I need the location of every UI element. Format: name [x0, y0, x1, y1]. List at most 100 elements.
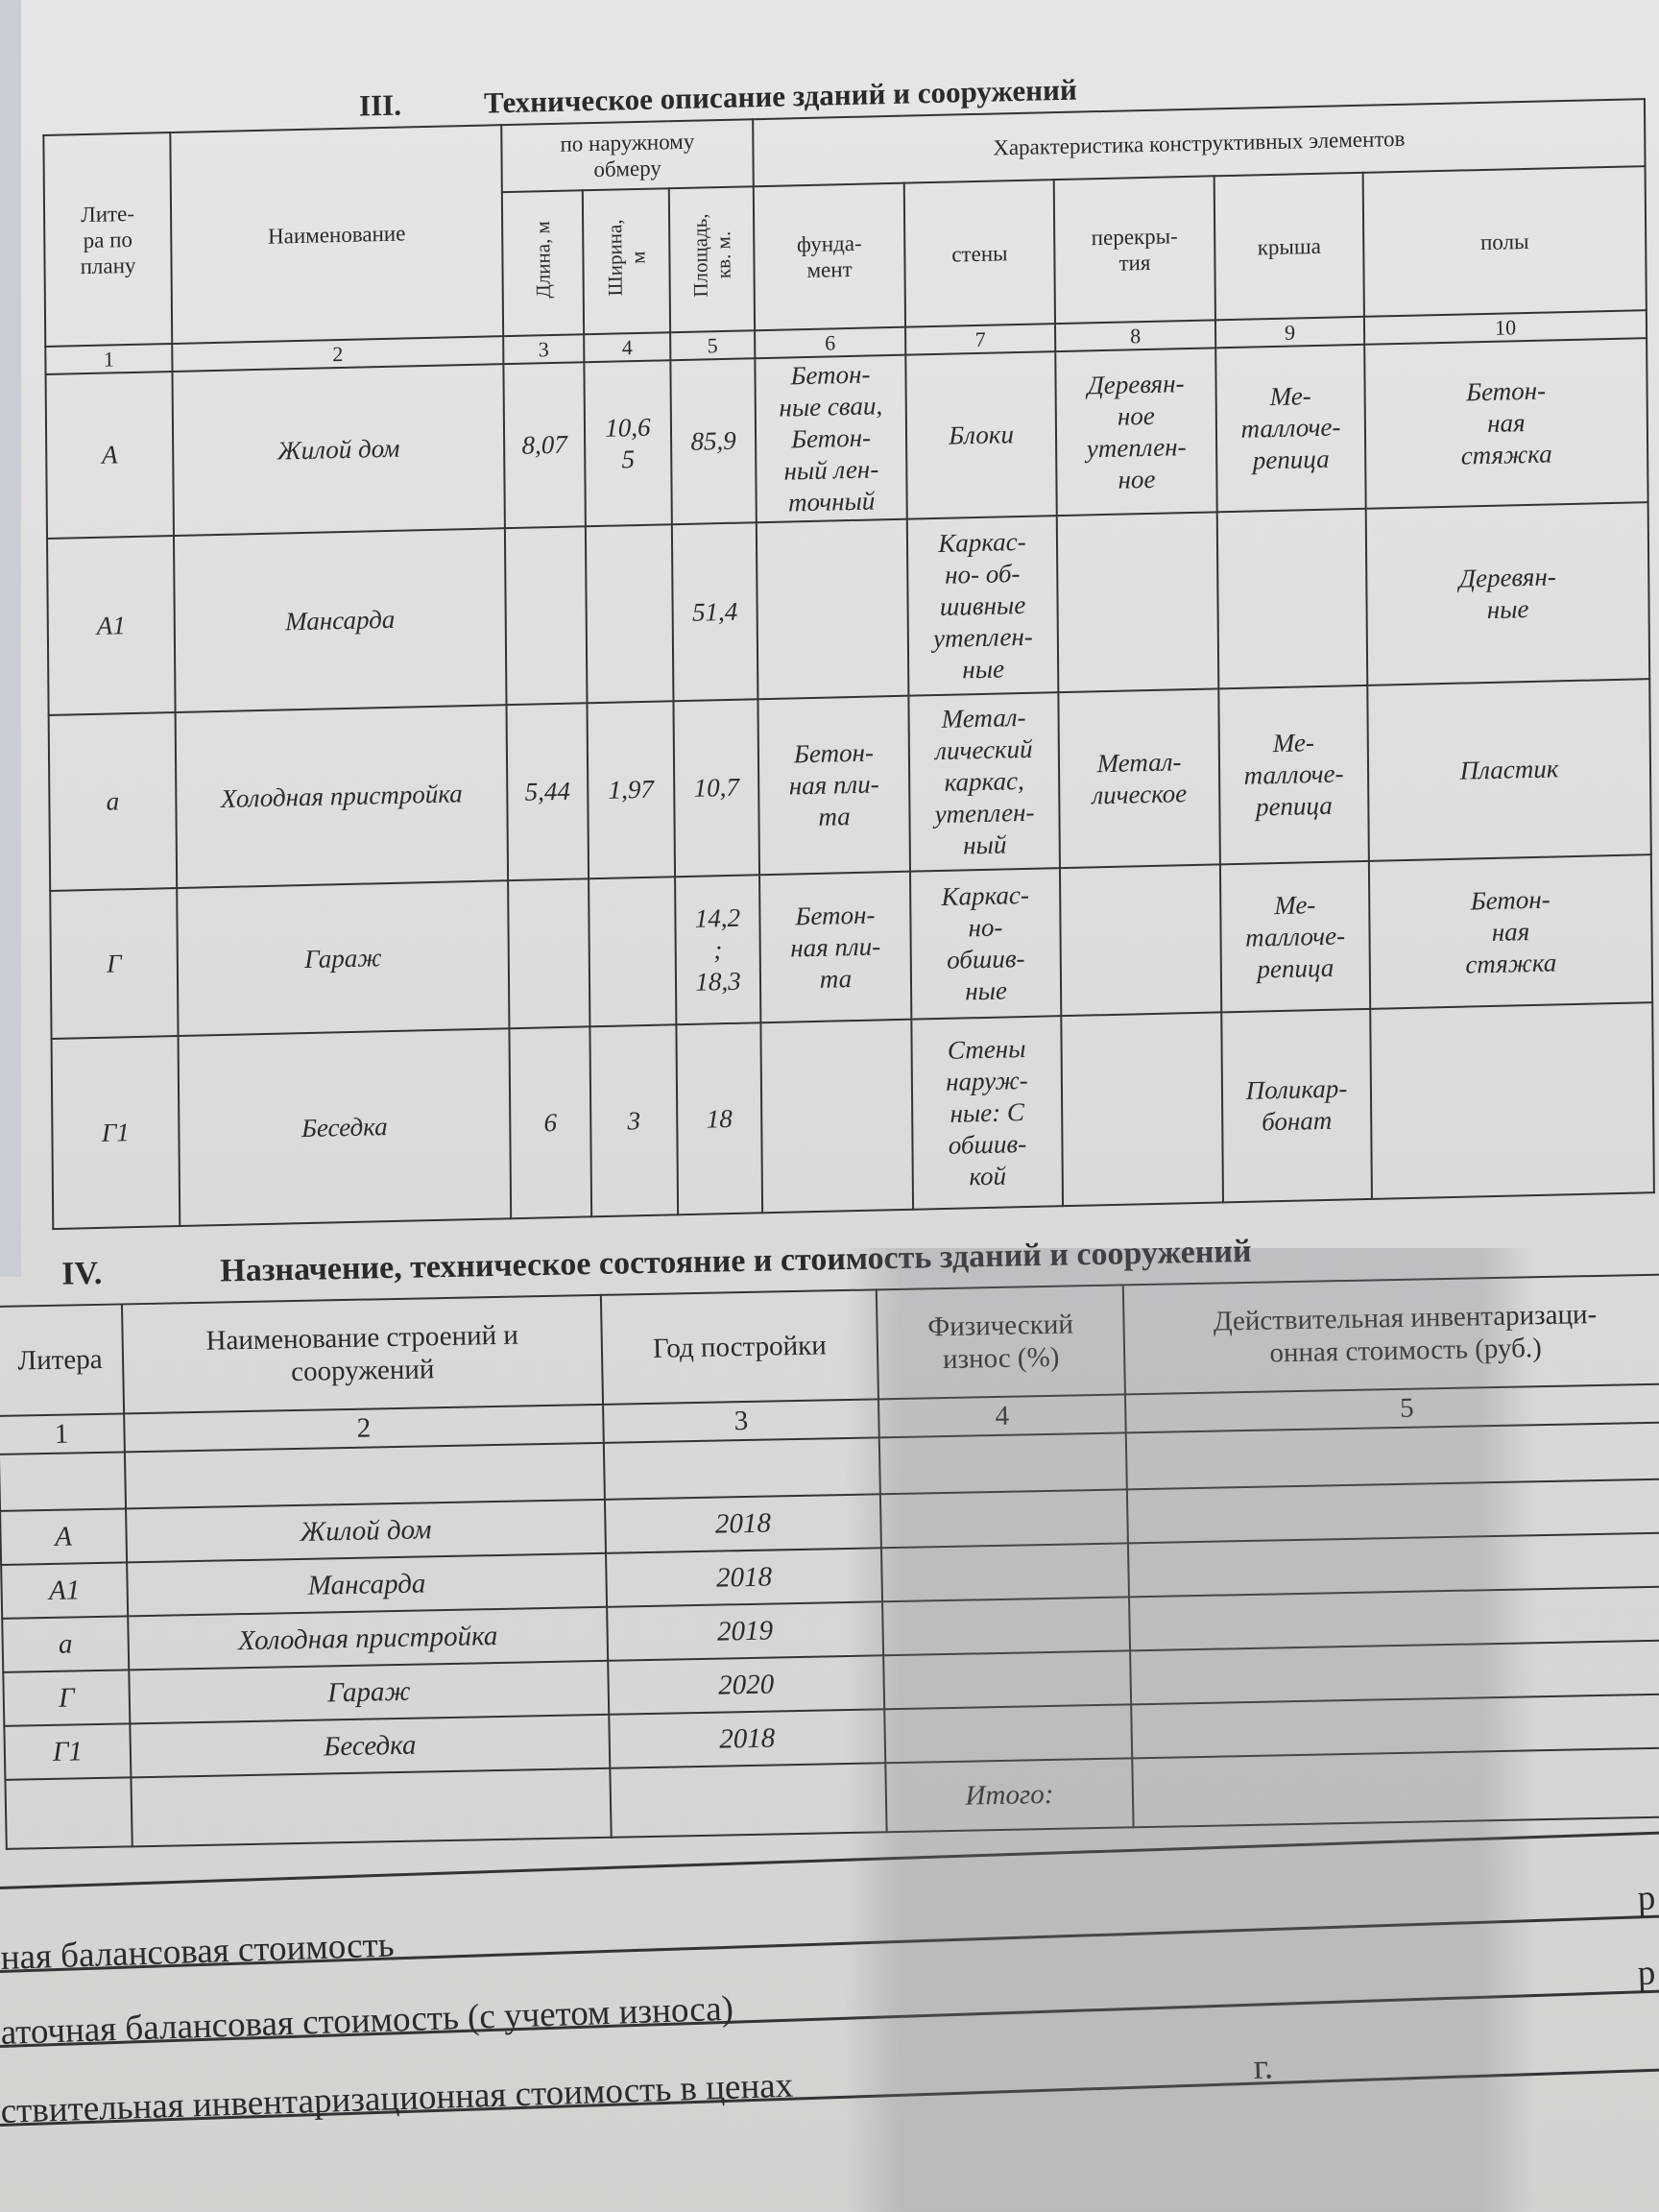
table-cell: 3 [589, 1024, 679, 1217]
table-cell: Беседка [178, 1028, 512, 1227]
table-cell: Беседка [130, 1714, 611, 1778]
table-cell: 6 [509, 1026, 592, 1219]
table-cell: Поликар- бонат [1221, 1008, 1372, 1203]
section-4-number: IV. [60, 1255, 103, 1292]
table-cell: Мансарда [173, 528, 507, 713]
section-3-number: III. [358, 87, 402, 123]
table-cell: Г [50, 888, 179, 1040]
table-cell: Холодная пристройка [128, 1606, 609, 1671]
table-cell: Блоки [905, 351, 1057, 519]
table-cell: 8,07 [503, 362, 586, 529]
summary-label: ная балансовая стоимость [0, 1925, 396, 1978]
table-cell [1056, 512, 1219, 693]
table-cell [883, 1650, 1132, 1710]
header-cell: Литера [0, 1304, 125, 1416]
table-cell [1129, 1586, 1659, 1651]
table-cell [882, 1597, 1131, 1656]
table-cell [1125, 1422, 1659, 1490]
table-cell: 2020 [608, 1655, 885, 1715]
header-cell: Год постройки [600, 1289, 878, 1405]
header-cell: Действительная инвентаризаци- онная стои… [1122, 1274, 1659, 1395]
table-cell [1126, 1479, 1659, 1544]
table-cell: а [48, 712, 178, 892]
section-technical-description: III. Техническое описание зданий и сооруж… [42, 60, 1655, 1230]
table-cell: Гараж [177, 880, 510, 1037]
column-number: 6 [755, 326, 906, 359]
table-cell: Каркас- но- обшив- ные [910, 868, 1062, 1020]
header-walls: стены [903, 180, 1056, 327]
table-cell: Итого: [885, 1758, 1134, 1833]
table-cell: 5,44 [506, 703, 589, 881]
table-cell [1131, 1694, 1659, 1759]
table-cell [589, 877, 677, 1027]
table-cell [131, 1767, 612, 1847]
header-name: Наименование [170, 125, 504, 344]
summary-label: аточная балансовая стоимость (с учетом и… [0, 1988, 734, 2053]
header-litera: Лите- ра по плану [43, 132, 173, 347]
table-cell: Бетон- ная стяжка [1368, 854, 1653, 1009]
summary-unit: г. [1253, 2047, 1274, 2087]
table-cell: Бетон- ная стяжка [1364, 338, 1648, 509]
table-cell: 1,97 [587, 701, 676, 879]
column-number: 8 [1055, 320, 1216, 352]
column-number: 1 [0, 1413, 125, 1455]
table-cell: Деревян- ные [1365, 502, 1650, 685]
table-cell: 2019 [607, 1601, 884, 1661]
table-cell: Деревян- ное утеплен- ное [1055, 348, 1217, 517]
table-cell: Жилой дом [126, 1499, 607, 1563]
table-cell [880, 1543, 1130, 1602]
table-cell: Бетон- ная пли- та [757, 695, 911, 876]
table-row: А1 Мансарда 51,4 Каркас- но- об- шивные уте… [47, 502, 1650, 716]
table-cell: а [2, 1616, 130, 1672]
table-cell: Мансарда [127, 1552, 608, 1617]
table-cell: 2018 [606, 1548, 883, 1607]
table-cell: А [0, 1508, 128, 1565]
header-area: Площадь, кв. м. [668, 186, 756, 333]
header-slabs: перекры- тия [1053, 176, 1215, 325]
column-number: 9 [1214, 316, 1365, 349]
header-width: Ширина, м [582, 188, 671, 335]
header-foundation: фунда- мент [753, 182, 906, 331]
table-row: Г1 Беседка 6 3 18 Стены наруж- ные: С обшив- … [51, 1002, 1654, 1230]
table-cell [884, 1704, 1133, 1764]
table-cell [1370, 1002, 1654, 1199]
column-number: 5 [670, 330, 756, 361]
table-cell [610, 1763, 887, 1838]
table-cell: Ме- таллоче- репица [1219, 860, 1371, 1013]
table-cell: А1 [47, 536, 176, 716]
page-edge [0, 0, 21, 1277]
summary-label: ствительная инвентаризационная стоимость… [0, 2065, 794, 2131]
table-cell: Стены наруж- ные: С обшив- кой [911, 1016, 1064, 1210]
header-cell: Наименование строений и сооружений [121, 1294, 604, 1414]
table-cell [504, 526, 588, 706]
table-cell [1130, 1640, 1659, 1705]
table-cell: 10,7 [673, 699, 760, 878]
column-number: 1 [45, 343, 173, 374]
column-number: 4 [584, 332, 671, 363]
table-cell [585, 524, 674, 704]
header-width-text: Ширина, м [603, 219, 650, 297]
table-cell: Гараж [129, 1660, 610, 1724]
table-cell: 18 [676, 1022, 763, 1215]
header-floors: полы [1362, 166, 1647, 317]
header-area-text: Площадь, кв. м. [688, 213, 735, 299]
table-cell: Ме- таллоче- репица [1218, 685, 1369, 865]
table-cell [1132, 1747, 1659, 1828]
table-cell: Бетон- ная пли- та [759, 871, 912, 1023]
table-cell: 10,6 5 [584, 360, 672, 527]
table-cell: Г1 [4, 1723, 132, 1780]
table-cell [603, 1437, 880, 1500]
summary-unit: р [1637, 1878, 1656, 1918]
table-cell: А1 [1, 1562, 129, 1619]
table-cell: А [45, 371, 174, 540]
table-cell: Г [3, 1670, 131, 1726]
table-cell [1059, 864, 1222, 1017]
table-cell [124, 1442, 605, 1509]
table-cell: Бетон- ные сваи, Бетон- ный лен- точный [755, 354, 907, 523]
technical-description-table: Лите- ра по плану Наименование по наружн… [42, 98, 1655, 1230]
table-cell [756, 518, 909, 700]
table-cell: Холодная пристройка [175, 705, 509, 889]
table-cell [508, 878, 590, 1029]
table-cell: 85,9 [670, 358, 757, 525]
table-cell [760, 1019, 914, 1214]
